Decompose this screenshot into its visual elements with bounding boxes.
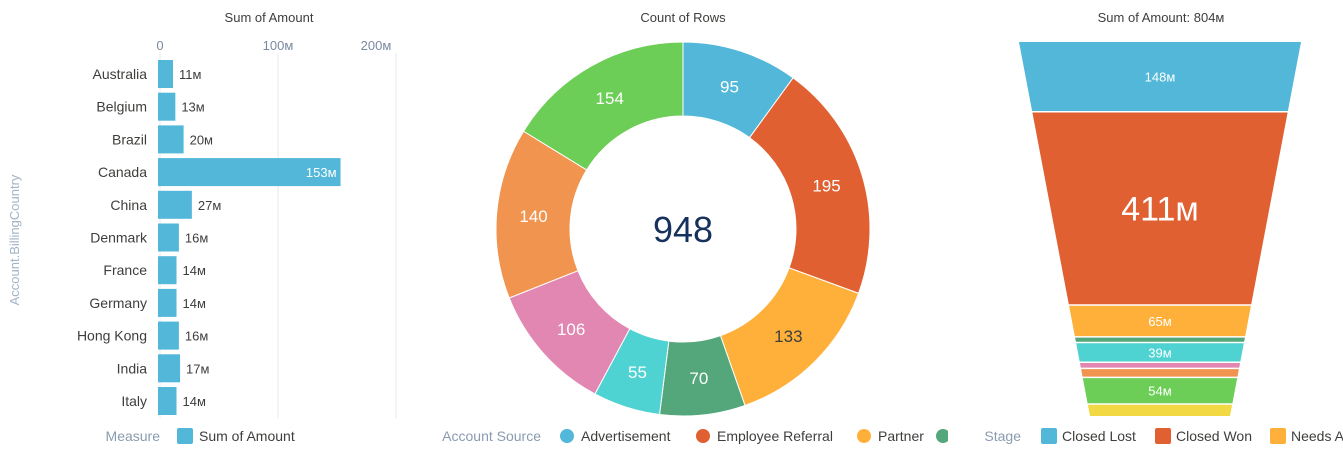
donut-chart-legend: Account Source Advertisement Employee Ref… xyxy=(442,424,974,450)
funnel-stage[interactable] xyxy=(1019,42,1301,112)
funnel-legend-label: Needs A xyxy=(1291,428,1343,444)
bar-value-label: 13м xyxy=(181,100,204,115)
funnel-stage[interactable] xyxy=(1076,343,1244,362)
donut-slice-label: 55 xyxy=(628,363,647,382)
funnel-legend-title: Stage xyxy=(984,428,1021,444)
funnel-chart-title: Sum of Amount: 804м xyxy=(1098,10,1225,25)
bar-value-label: 153м xyxy=(306,165,337,180)
bar-category-label: Australia xyxy=(93,66,148,82)
donut-chart-title: Count of Rows xyxy=(640,10,726,25)
funnel-legend-swatch xyxy=(1270,428,1286,444)
donut-legend-label: Partner xyxy=(878,428,924,444)
bar-mark[interactable] xyxy=(158,92,176,121)
bar-mark[interactable] xyxy=(158,158,341,187)
bar-value-label: 14м xyxy=(183,394,206,409)
donut-legend-swatch xyxy=(857,429,871,443)
donut-slice-label: 140 xyxy=(519,207,547,226)
bar-value-label: 11м xyxy=(179,67,201,82)
funnel-stage-label: 39м xyxy=(1148,345,1171,360)
donut-slice[interactable] xyxy=(748,77,871,294)
funnel-stage[interactable] xyxy=(1032,112,1288,305)
funnel-stage-label: 411м xyxy=(1121,190,1199,228)
funnel-stage[interactable] xyxy=(1087,404,1233,416)
bar-category-label: France xyxy=(103,262,147,278)
bar-mark[interactable] xyxy=(158,354,181,383)
bar-chart-y-axis-title: Account.BillingCountry xyxy=(7,174,22,305)
bar-category-label: Brazil xyxy=(112,131,147,147)
bar-chart-sum-of-amount[interactable]: Sum of Amount Account.BillingCountry 0 10… xyxy=(7,10,397,444)
bar-legend-title: Measure xyxy=(106,428,161,444)
bar-category-label: Denmark xyxy=(90,230,148,246)
bar-chart-title: Sum of Amount xyxy=(225,10,314,25)
donut-slice-label: 70 xyxy=(689,369,708,388)
bar-category-label: Italy xyxy=(121,393,147,409)
bar-value-label: 27м xyxy=(198,198,221,213)
funnel-stage[interactable] xyxy=(1082,378,1238,404)
bar-value-label: 14м xyxy=(183,263,206,278)
funnel-legend-swatch xyxy=(1041,428,1057,444)
bar-mark[interactable] xyxy=(158,60,173,88)
funnel-stage[interactable] xyxy=(1081,369,1239,377)
donut-slice-label: 195 xyxy=(812,176,840,195)
donut-slice[interactable] xyxy=(522,41,684,171)
bar-category-label: Canada xyxy=(98,164,147,180)
bar-value-label: 17м xyxy=(186,361,209,376)
bar-mark[interactable] xyxy=(158,387,177,415)
donut-legend-label: Advertisement xyxy=(581,428,671,444)
donut-legend-title: Account Source xyxy=(442,428,541,444)
funnel-stage-label: 54м xyxy=(1148,384,1171,399)
bar-mark[interactable] xyxy=(158,256,177,285)
bar-mark[interactable] xyxy=(158,288,177,317)
funnel-stage[interactable] xyxy=(1069,305,1251,337)
bar-mark[interactable] xyxy=(158,190,192,219)
donut-slice-label: 106 xyxy=(557,320,585,339)
bar-category-label: Germany xyxy=(89,295,147,311)
funnel-chart-legend: Stage Closed Lost Closed Won Needs A xyxy=(984,428,1343,444)
donut-center-total: 948 xyxy=(653,209,713,250)
donut-legend-swatch xyxy=(936,429,950,443)
bar-value-label: 16м xyxy=(185,231,208,246)
bar-category-label: India xyxy=(117,360,148,376)
funnel-stage[interactable] xyxy=(1075,337,1245,342)
funnel-stage-label: 148м xyxy=(1145,70,1176,85)
funnel-stage[interactable] xyxy=(1079,362,1241,368)
funnel-legend-label: Closed Won xyxy=(1176,428,1252,444)
bar-mark[interactable] xyxy=(158,321,179,350)
bar-category-label: China xyxy=(110,197,147,213)
bar-mark[interactable] xyxy=(158,223,179,252)
funnel-stage-label: 65м xyxy=(1148,314,1171,329)
donut-legend-swatch xyxy=(696,429,710,443)
bar-category-label: Hong Kong xyxy=(77,328,147,344)
donut-slice-label: 95 xyxy=(720,77,739,96)
bar-x-tick-label: 100м xyxy=(263,38,294,53)
donut-legend-label: Employee Referral xyxy=(717,428,833,444)
donut-slice-label: 133 xyxy=(774,327,802,346)
donut-slice-label: 154 xyxy=(596,89,624,108)
bar-mark[interactable] xyxy=(158,125,184,154)
funnel-chart-sum-of-amount[interactable]: Sum of Amount: 804м 148м 411м 65м 39м 54м St… xyxy=(984,10,1343,444)
donut-legend-clip xyxy=(948,424,974,450)
bar-x-tick-label: 0 xyxy=(156,38,163,53)
funnel-legend-swatch xyxy=(1155,428,1171,444)
bar-value-label: 14м xyxy=(183,296,206,311)
bar-legend-label: Sum of Amount xyxy=(199,428,295,444)
funnel-legend-label: Closed Lost xyxy=(1062,428,1136,444)
bar-category-label: Belgium xyxy=(96,99,147,115)
bar-value-label: 16м xyxy=(185,329,208,344)
bar-x-tick-label: 200м xyxy=(361,38,392,53)
donut-legend-swatch xyxy=(560,429,574,443)
bar-chart-legend: Measure Sum of Amount xyxy=(106,428,295,444)
bar-value-label: 20м xyxy=(190,132,213,147)
bar-legend-swatch xyxy=(177,428,193,444)
